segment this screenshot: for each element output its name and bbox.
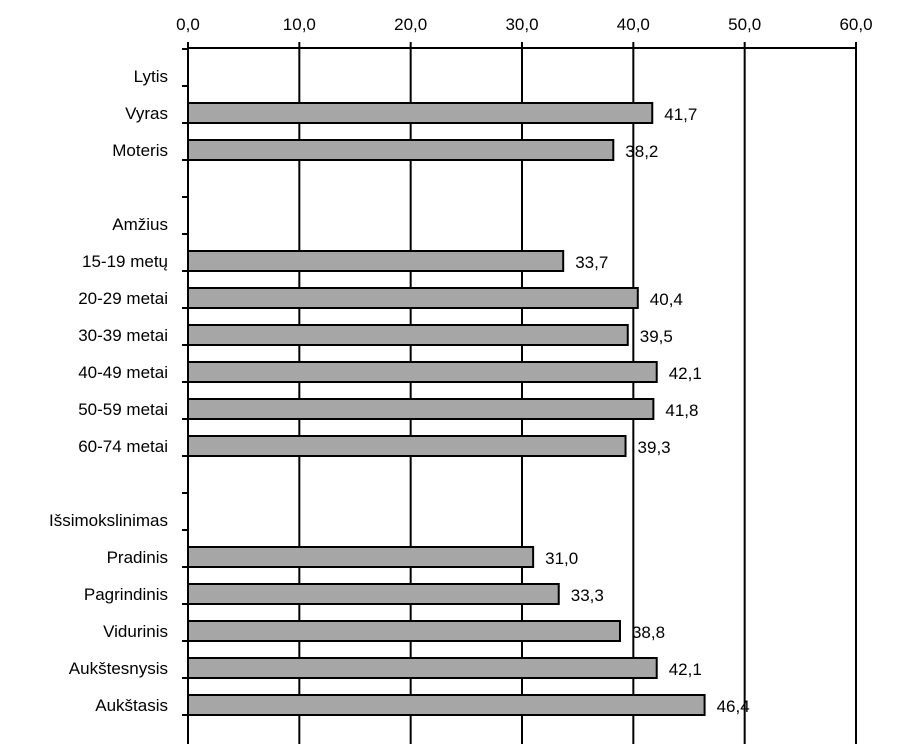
category-label: 20-29 metai (78, 289, 168, 308)
x-tick-label: 20,0 (394, 15, 427, 34)
category-label: Pagrindinis (84, 585, 168, 604)
bar (187, 139, 615, 161)
data-label: 39,5 (640, 327, 673, 346)
data-label: 40,4 (650, 290, 683, 309)
data-label: 33,3 (571, 586, 604, 605)
category-label: Aukštesnysis (69, 659, 168, 678)
axes (182, 42, 857, 744)
bar (187, 324, 629, 346)
x-tick-label: 0,0 (176, 15, 200, 34)
category-label: 50-59 metai (78, 400, 168, 419)
bar (187, 361, 658, 383)
bars (187, 102, 706, 716)
data-label: 31,0 (545, 549, 578, 568)
bar (187, 546, 535, 568)
data-label: 38,8 (632, 623, 665, 642)
category-label: Amžius (112, 215, 168, 234)
x-tick-label: 30,0 (505, 15, 538, 34)
x-tick-label: 10,0 (283, 15, 316, 34)
data-label: 41,8 (665, 401, 698, 420)
data-label: 42,1 (669, 364, 702, 383)
data-label: 41,7 (664, 105, 697, 124)
category-label: Lytis (134, 67, 168, 86)
bar (187, 583, 560, 605)
x-tick-label: 50,0 (728, 15, 761, 34)
x-tick-label: 60,0 (839, 15, 872, 34)
data-label: 42,1 (669, 660, 702, 679)
bar (187, 250, 565, 272)
bar (187, 694, 706, 716)
category-label: 30-39 metai (78, 326, 168, 345)
category-label: Aukštasis (95, 696, 168, 715)
labels: 0,0 10,0 20,0 30,0 40,0 50,0 60,0 Lytis Vyras 41,… (49, 15, 873, 716)
category-label: 60-74 metai (78, 437, 168, 456)
bar (187, 435, 627, 457)
category-label: Moteris (112, 141, 168, 160)
bar (187, 287, 639, 309)
x-tick-label: 40,0 (617, 15, 650, 34)
category-label: 15-19 metų (82, 252, 168, 271)
data-label: 46,4 (717, 697, 750, 716)
data-label: 33,7 (575, 253, 608, 272)
bar (187, 657, 658, 679)
category-label: Vidurinis (103, 622, 168, 641)
bar (187, 398, 655, 420)
category-label: 40-49 metai (78, 363, 168, 382)
bar (187, 102, 654, 124)
data-label: 39,3 (638, 438, 671, 457)
category-label: Išsimokslinimas (49, 511, 168, 530)
data-label: 38,2 (625, 142, 658, 161)
category-label: Pradinis (107, 548, 168, 567)
category-label: Vyras (125, 104, 168, 123)
bar (187, 620, 621, 642)
